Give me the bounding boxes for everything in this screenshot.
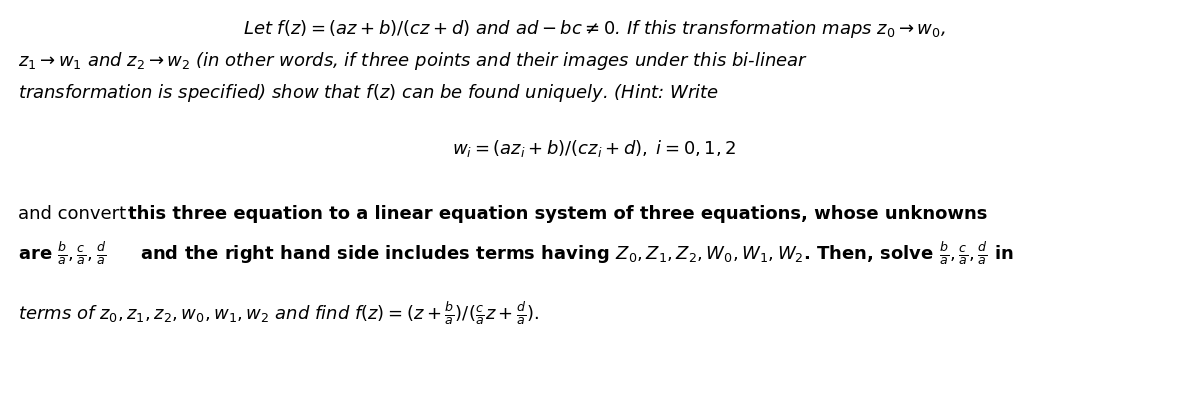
Text: and convert: and convert [18,205,132,223]
Text: terms of $z_0, z_1, z_2, w_0, w_1, w_2$ and find $f(z) = (z + \frac{b}{a})/(\fra: terms of $z_0, z_1, z_2, w_0, w_1, w_2$ … [18,300,539,327]
Text: transformation is specified) show that $f(z)$ can be found uniquely. (Hint: Writ: transformation is specified) show that $… [18,82,719,104]
Text: $w_i = (az_i + b)/(cz_i + d),\; i = 0,1,2$: $w_i = (az_i + b)/(cz_i + d),\; i = 0,1,… [451,138,737,159]
Text: are $\frac{b}{a},\frac{c}{a},\frac{d}{a}$: are $\frac{b}{a},\frac{c}{a},\frac{d}{a}… [18,240,108,267]
Text: this three equation to a linear equation system of three equations, whose unknow: this three equation to a linear equation… [128,205,987,223]
Text: $z_1 \rightarrow w_1$ and $z_2 \rightarrow w_2$ (in other words, if three points: $z_1 \rightarrow w_1$ and $z_2 \rightarr… [18,50,808,72]
Text: and the right hand side includes terms having $Z_0, Z_1, Z_2, W_0, W_1, W_2$. Th: and the right hand side includes terms h… [140,240,1013,267]
Text: Let $f(z) = (az + b)/(cz + d)$ and $ad - bc \neq 0$. If this transformation maps: Let $f(z) = (az + b)/(cz + d)$ and $ad -… [242,18,946,40]
